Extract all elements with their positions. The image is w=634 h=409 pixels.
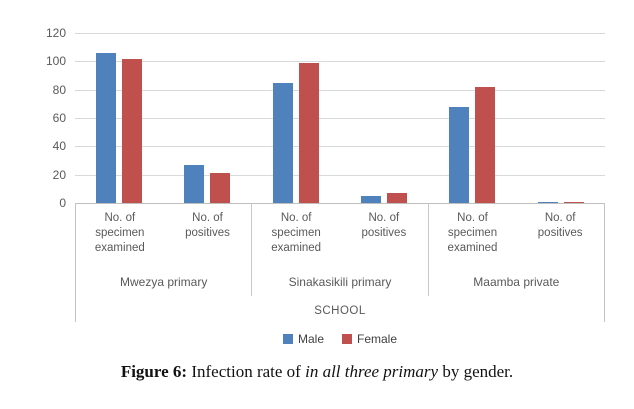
caption-segment: Infection rate of	[187, 362, 306, 381]
gridline	[75, 118, 605, 119]
y-tick-label: 120	[45, 26, 66, 40]
bar-male	[96, 52, 117, 203]
y-tick-label: 60	[52, 111, 66, 125]
y-tick-label: 0	[59, 196, 66, 210]
subcategory-label: No. of positives	[361, 212, 407, 239]
bar-male	[184, 164, 205, 203]
legend-label: Male	[297, 332, 324, 346]
gridline	[75, 61, 605, 63]
category-groups: No. of specimen examined No. of positives…	[76, 203, 604, 296]
category-group: No. of specimen examined No. of positives…	[76, 203, 251, 296]
subcategory-row: No. of specimen examined No. of positives	[76, 203, 251, 256]
caption-segment: by gender.	[438, 362, 514, 381]
subcategory-row: No. of specimen examined No. of positives	[252, 203, 427, 256]
bars-container	[75, 33, 605, 203]
category-axis: No. of specimen examined No. of positives…	[75, 203, 605, 322]
bar-female	[563, 201, 584, 203]
subcategory-row: No. of specimen examined No. of positives	[429, 203, 604, 256]
subcategory-cell: No. of specimen examined	[429, 203, 517, 256]
subcategory-cell: No. of positives	[164, 203, 252, 256]
subcategory-label: No. of specimen examined	[271, 212, 322, 254]
bar-female	[122, 58, 143, 203]
bar-male	[449, 106, 470, 203]
gridline	[75, 33, 605, 34]
y-tick-label: 20	[52, 167, 66, 182]
x-axis-title-row: SCHOOL	[76, 296, 604, 322]
subcategory-label: No. of positives	[185, 212, 230, 239]
gridline	[75, 89, 605, 91]
bar-subgroup	[428, 33, 516, 203]
bar-subgroup	[163, 33, 251, 203]
x-axis-line	[75, 203, 605, 204]
bar-male	[361, 195, 382, 203]
caption-segment: in all three primary	[305, 362, 439, 381]
category-group: No. of specimen examined No. of positives…	[427, 203, 604, 296]
y-tick-label: 40	[52, 139, 66, 154]
school-group-label: Mwezya primary	[119, 275, 208, 289]
bar-female	[475, 86, 496, 203]
subcategory-cell: No. of specimen examined	[252, 203, 340, 256]
legend: Male Female	[75, 332, 605, 346]
bar-female	[387, 193, 408, 203]
y-tick-label: 100	[45, 54, 66, 69]
legend-swatch-icon	[342, 334, 352, 344]
y-tick-label: 80	[52, 82, 66, 97]
plot-area	[75, 33, 605, 204]
gridline	[75, 146, 605, 148]
subcategory-cell: No. of specimen examined	[76, 203, 164, 256]
figure-caption: Figure 6: Infection rate of in all three…	[0, 362, 634, 382]
caption-segment: Figure 6:	[120, 362, 188, 381]
legend-item-female: Female	[342, 332, 397, 346]
bar-subgroup	[340, 33, 428, 203]
category-group: No. of specimen examined No. of positives…	[251, 203, 427, 296]
subcategory-label: No. of positives	[537, 212, 583, 239]
legend-item-male: Male	[282, 332, 324, 346]
legend-label: Female	[357, 332, 398, 346]
bar-male	[537, 201, 558, 203]
subcategory-cell: No. of positives	[340, 203, 428, 256]
bar-male	[272, 82, 293, 203]
subcategory-label: No. of specimen examined	[447, 212, 498, 254]
school-group-label: Maamba private	[473, 275, 560, 289]
bar-subgroup	[75, 33, 163, 203]
bar-subgroup	[517, 33, 605, 203]
subcategory-cell: No. of positives	[516, 203, 604, 256]
bar-female	[298, 62, 319, 203]
subcategory-label: No. of specimen examined	[94, 212, 145, 254]
gridline	[75, 174, 605, 176]
bar-female	[210, 173, 231, 203]
legend-swatch-icon	[282, 334, 293, 344]
x-axis-title: SCHOOL	[314, 305, 366, 317]
bar-subgroup	[252, 33, 340, 203]
school-group-label: Sinakasikili primary	[288, 275, 392, 289]
